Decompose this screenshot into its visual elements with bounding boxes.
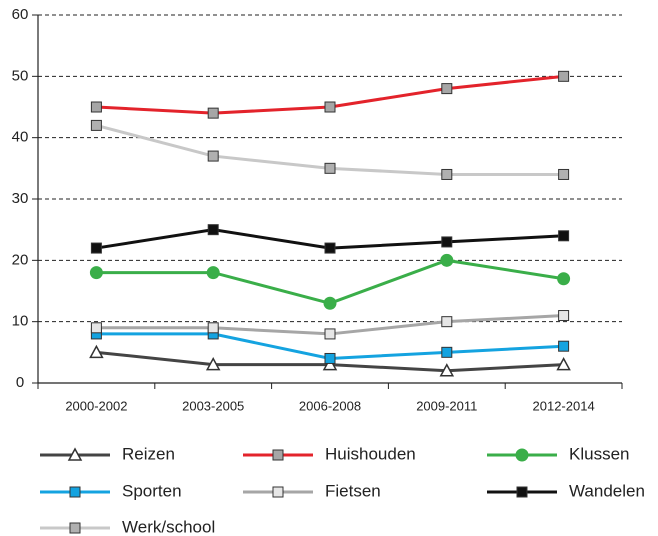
data-point bbox=[207, 150, 219, 162]
data-point bbox=[558, 340, 570, 352]
legend-label: Werk/school bbox=[122, 517, 215, 536]
data-point bbox=[441, 346, 453, 358]
x-tick-label: 2009-2011 bbox=[416, 398, 477, 413]
data-point bbox=[323, 296, 337, 310]
y-tick-label: 50 bbox=[12, 67, 29, 84]
data-point bbox=[89, 344, 104, 359]
data-point bbox=[90, 119, 102, 131]
data-point bbox=[324, 242, 336, 254]
legend-marker bbox=[67, 447, 83, 461]
data-point bbox=[324, 162, 336, 174]
data-point bbox=[439, 363, 455, 377]
data-point bbox=[557, 272, 571, 286]
data-point bbox=[207, 224, 219, 236]
y-tick-label: 60 bbox=[12, 6, 29, 23]
data-point bbox=[89, 266, 103, 280]
data-point bbox=[206, 266, 220, 280]
data-point bbox=[441, 236, 453, 248]
data-point bbox=[558, 230, 570, 242]
data-point bbox=[90, 242, 102, 254]
y-tick-label: 0 bbox=[16, 374, 24, 391]
data-point bbox=[440, 253, 454, 267]
legend-marker bbox=[69, 486, 81, 498]
legend-label: Klussen bbox=[569, 444, 629, 463]
data-point bbox=[90, 322, 102, 334]
legend-label: Huishouden bbox=[325, 444, 416, 463]
data-point bbox=[322, 357, 338, 371]
data-point bbox=[324, 101, 336, 113]
data-point bbox=[324, 352, 336, 364]
legend-marker bbox=[69, 522, 81, 534]
data-point bbox=[556, 357, 571, 371]
x-tick-label: 2003-2005 bbox=[182, 398, 244, 413]
legend-label: Wandelen bbox=[569, 481, 645, 500]
y-tick-label: 20 bbox=[12, 251, 29, 268]
data-point bbox=[558, 168, 570, 180]
legend-label: Fietsen bbox=[325, 481, 381, 500]
data-point bbox=[90, 101, 102, 113]
legend-label: Sporten bbox=[122, 481, 182, 500]
data-point bbox=[207, 107, 219, 119]
data-point bbox=[558, 70, 570, 82]
data-point bbox=[558, 310, 570, 322]
legend-marker bbox=[516, 486, 528, 498]
legend-marker bbox=[272, 486, 284, 498]
data-point bbox=[441, 316, 453, 328]
data-point bbox=[205, 357, 221, 371]
x-tick-label: 2012-2014 bbox=[533, 398, 595, 413]
y-tick-label: 30 bbox=[12, 190, 29, 207]
data-point bbox=[324, 328, 336, 340]
y-tick-label: 10 bbox=[12, 313, 29, 330]
x-tick-label: 2000-2002 bbox=[65, 398, 127, 413]
y-tick-label: 40 bbox=[12, 129, 29, 146]
legend-label: Reizen bbox=[122, 444, 175, 463]
data-point bbox=[207, 322, 219, 334]
x-tick-label: 2006-2008 bbox=[299, 398, 361, 413]
data-point bbox=[441, 168, 453, 180]
legend-marker bbox=[272, 449, 284, 461]
data-point bbox=[441, 83, 453, 95]
legend-marker bbox=[515, 448, 529, 462]
